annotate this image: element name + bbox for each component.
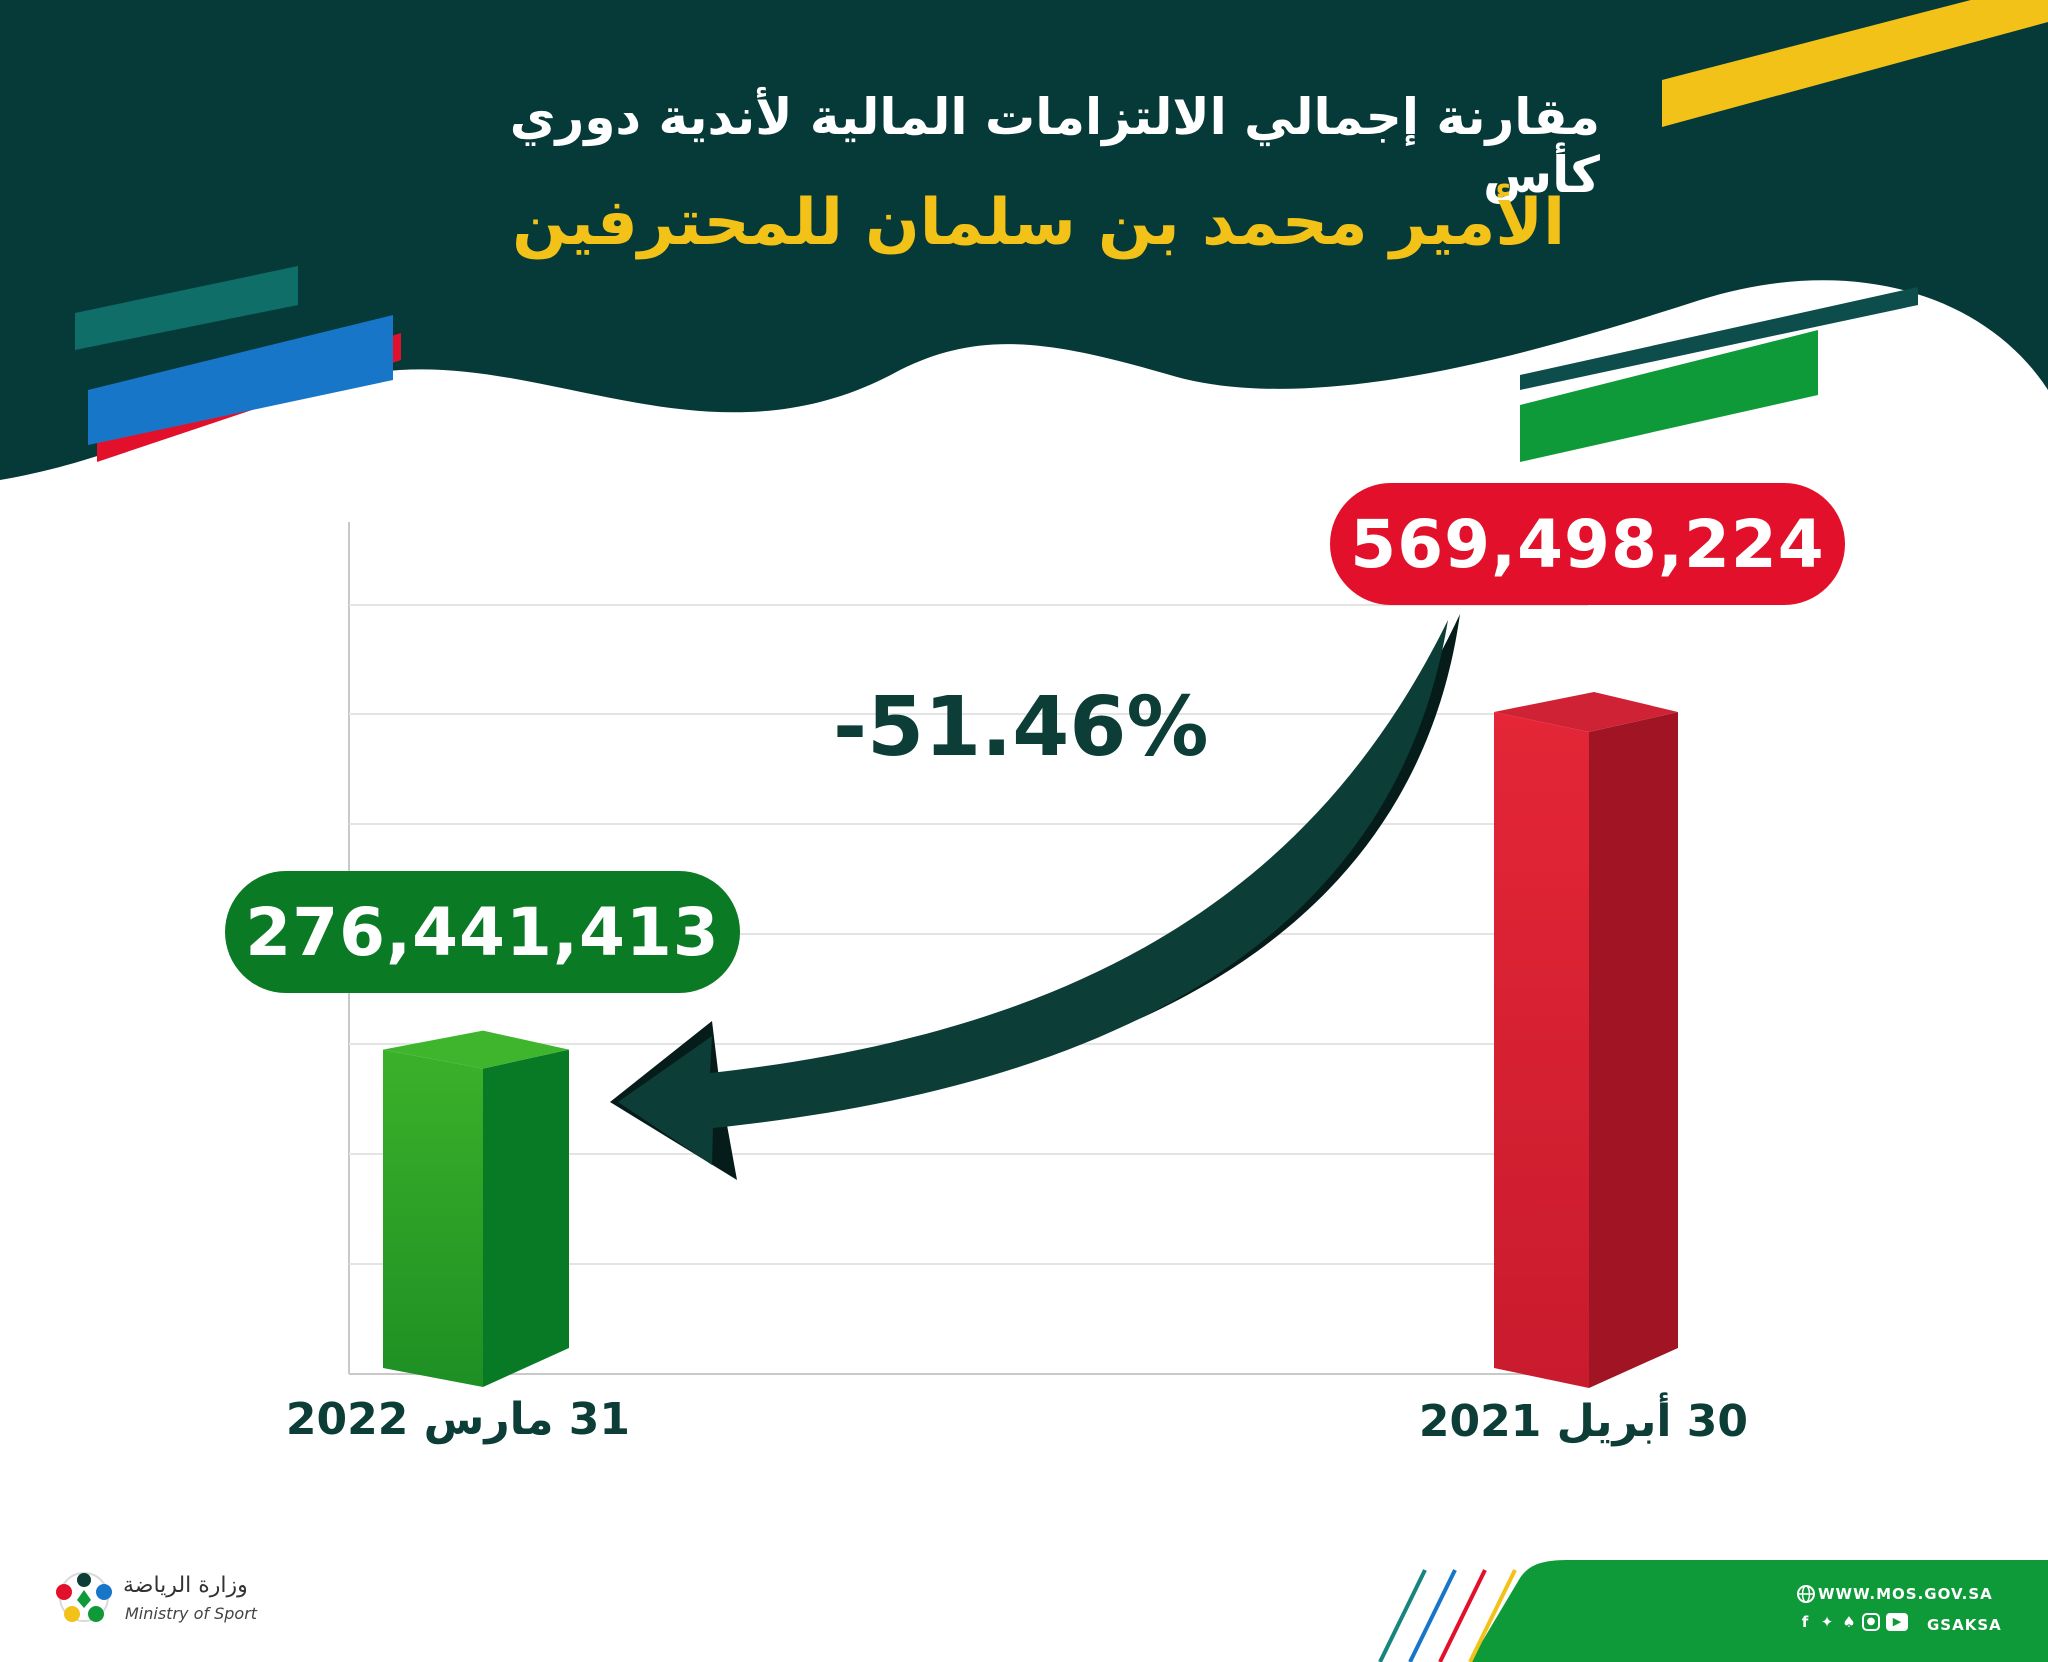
website-link[interactable]: WWW.MOS.GOV.SA bbox=[1818, 1585, 1993, 1603]
globe-icon bbox=[1797, 1585, 1815, 1603]
header-band bbox=[0, 0, 2048, 480]
youtube-icon[interactable]: ▶ bbox=[1886, 1613, 1908, 1631]
change-percentage: -51.46% bbox=[833, 680, 1209, 775]
bar-2021-side bbox=[1589, 712, 1678, 1388]
x-tick-label-2021: 30 أبريل 2021 bbox=[1418, 1396, 1748, 1447]
x-tick-label-2022: 31 مارس 2022 bbox=[285, 1394, 630, 1445]
stripe-dark-teal bbox=[1520, 287, 1918, 390]
twitter-icon[interactable]: ✦ bbox=[1820, 1613, 1834, 1631]
ministry-logo-icon bbox=[56, 1572, 112, 1622]
footer-stripe-teal bbox=[1378, 1569, 1427, 1662]
bar-2022-side bbox=[483, 1049, 569, 1387]
value-label-2021: 569,498,224 bbox=[1330, 483, 1845, 605]
footer-stripe-red bbox=[1438, 1569, 1487, 1662]
chart-bars bbox=[383, 692, 1678, 1388]
value-label-2022: 276,441,413 bbox=[225, 871, 740, 993]
stripe-blue bbox=[88, 315, 393, 445]
change-arrow bbox=[618, 620, 1448, 1165]
bar-2022-front bbox=[383, 1049, 483, 1387]
footer-stripe-blue bbox=[1408, 1569, 1457, 1662]
chart-title-line2: الأمير محمد بن سلمان للمحترفين bbox=[512, 186, 1565, 260]
stripe-yellow bbox=[1662, 0, 2048, 127]
bar-2021-front bbox=[1494, 712, 1589, 1388]
footer-band bbox=[1470, 1560, 2048, 1662]
facebook-icon[interactable]: f bbox=[1801, 1613, 1809, 1631]
stripe-teal bbox=[75, 266, 298, 350]
ministry-name-ar: وزارة الرياضة bbox=[123, 1573, 248, 1598]
stripe-green bbox=[1520, 330, 1818, 462]
social-handle[interactable]: GSAKSA bbox=[1927, 1616, 2002, 1634]
snapchat-icon[interactable]: ♠ bbox=[1842, 1613, 1856, 1631]
bar-2021-top bbox=[1494, 692, 1678, 732]
chart-title-line1: مقارنة إجمالي الالتزامات المالية لأندية … bbox=[509, 88, 1600, 204]
instagram-icon[interactable]: ● bbox=[1862, 1613, 1880, 1631]
bar-2022-top bbox=[383, 1030, 569, 1069]
ministry-name-en: Ministry of Sport bbox=[125, 1604, 258, 1623]
footer-stripe-yellow bbox=[1468, 1569, 1517, 1662]
